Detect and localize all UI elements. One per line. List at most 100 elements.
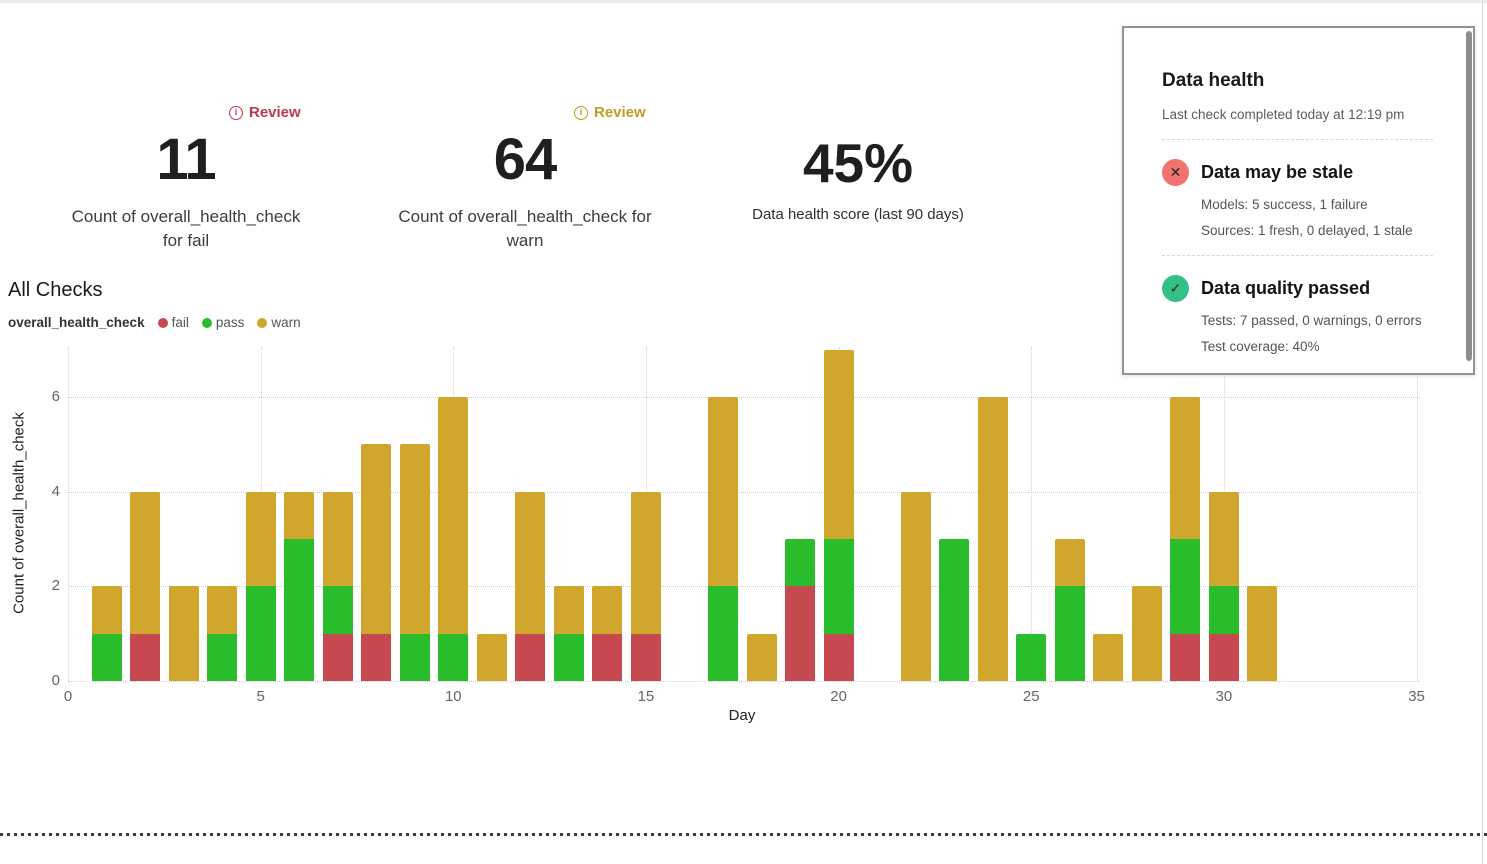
bar-segment-fail	[1170, 633, 1201, 681]
bar-segment-warn	[900, 491, 931, 681]
panel-scrollbar-thumb[interactable]	[1466, 31, 1472, 361]
bar-segment-pass	[1170, 539, 1201, 634]
bar-day-27[interactable]	[1093, 633, 1124, 681]
bar-segment-pass	[284, 539, 315, 681]
bar-day-9[interactable]	[399, 444, 430, 681]
metric-value-health-score: 45%	[802, 132, 914, 194]
bar-day-23[interactable]	[939, 539, 970, 681]
bar-day-14[interactable]	[592, 586, 623, 681]
status-title-quality: Data quality passed	[1201, 278, 1371, 298]
x-tick-label: 35	[1408, 688, 1425, 705]
status-detail-models: Models: 5 success, 1 failure	[1201, 197, 1368, 212]
legend-item-pass-label: pass	[215, 315, 245, 330]
bar-segment-pass	[438, 633, 469, 681]
bar-segment-warn	[361, 444, 392, 634]
bar-segment-pass	[1208, 586, 1239, 634]
pass-dot-icon	[201, 317, 212, 328]
panel-last-check: Last check completed today at 12:19 pm	[1162, 107, 1405, 122]
top-edge-strip	[0, 0, 1487, 3]
bar-day-7[interactable]	[322, 491, 353, 681]
status-row-quality: ✓ Data quality passed	[1162, 275, 1433, 302]
bar-day-13[interactable]	[553, 586, 584, 681]
bar-day-6[interactable]	[284, 491, 315, 681]
bar-day-10[interactable]	[438, 397, 469, 681]
bar-day-3[interactable]	[168, 586, 199, 681]
y-tick-label: 6	[51, 388, 60, 406]
bar-day-22[interactable]	[900, 491, 931, 681]
bar-segment-pass	[322, 586, 353, 634]
bar-day-28[interactable]	[1131, 586, 1162, 681]
x-circle-icon: ✕	[1162, 159, 1189, 186]
x-axis-title: Day	[728, 707, 756, 724]
x-tick-label: 20	[830, 688, 847, 705]
bar-segment-warn	[1247, 586, 1278, 681]
bar-day-1[interactable]	[91, 586, 122, 681]
divider	[1162, 139, 1433, 140]
bar-segment-pass	[708, 586, 738, 681]
bar-day-19[interactable]	[785, 539, 816, 681]
bar-day-15[interactable]	[630, 491, 661, 681]
legend-item-pass[interactable]: pass	[201, 315, 245, 330]
bar-day-20[interactable]	[823, 349, 854, 681]
review-badge-label: Review	[249, 104, 301, 121]
metric-value-fail: 11	[156, 127, 216, 192]
bar-day-8[interactable]	[361, 444, 392, 681]
y-gridline	[68, 681, 1420, 682]
x-tick-label: 0	[63, 688, 73, 705]
bar-day-30[interactable]	[1208, 491, 1239, 681]
legend-item-warn[interactable]: warn	[257, 315, 301, 330]
review-badge-warn[interactable]: i Review	[574, 102, 646, 121]
fail-dot-icon	[157, 317, 168, 328]
bar-day-31[interactable]	[1247, 586, 1278, 681]
bar-segment-pass	[553, 633, 584, 681]
status-detail-tests: Tests: 7 passed, 0 warnings, 0 errors	[1201, 313, 1422, 328]
bar-segment-warn	[592, 586, 623, 634]
bar-day-12[interactable]	[515, 491, 546, 681]
bar-segment-fail	[515, 633, 546, 681]
metric-value-warn: 64	[493, 127, 558, 192]
bar-segment-warn	[91, 586, 122, 634]
bar-segment-warn	[245, 491, 276, 587]
legend-measure-name: overall_health_check	[8, 315, 145, 330]
bar-segment-pass	[785, 539, 816, 587]
legend-item-fail[interactable]: fail	[157, 315, 189, 330]
bar-day-29[interactable]	[1170, 397, 1201, 681]
divider	[1162, 255, 1433, 256]
bar-day-24[interactable]	[977, 397, 1008, 681]
review-badge-fail[interactable]: i Review	[229, 102, 301, 121]
bar-day-5[interactable]	[245, 491, 276, 681]
bar-day-26[interactable]	[1054, 539, 1085, 681]
warn-dot-icon	[257, 317, 268, 328]
bar-day-11[interactable]	[476, 633, 507, 681]
info-icon: i	[229, 105, 243, 120]
bar-segment-warn	[207, 586, 238, 634]
data-health-panel: Data health Last check completed today a…	[1122, 26, 1475, 375]
metric-label-fail: Count of overall_health_check for fail	[36, 205, 336, 253]
status-detail-sources: Sources: 1 fresh, 0 delayed, 1 stale	[1201, 223, 1413, 238]
x-tick-label: 15	[637, 688, 655, 705]
bar-day-18[interactable]	[746, 633, 777, 681]
bar-day-2[interactable]	[130, 491, 161, 681]
bar-segment-warn	[630, 491, 661, 634]
review-badge-label: Review	[594, 104, 646, 121]
bar-segment-warn	[823, 349, 854, 539]
x-tick-label: 10	[444, 688, 462, 705]
y-tick-label: 2	[51, 577, 60, 595]
page-right-edge	[1482, 0, 1483, 864]
bar-segment-warn	[399, 444, 430, 634]
x-gridline	[68, 347, 69, 681]
y-gridline	[68, 491, 1420, 493]
bar-day-4[interactable]	[207, 586, 238, 681]
bar-day-17[interactable]	[708, 397, 738, 681]
bar-segment-warn	[977, 397, 1008, 681]
bar-segment-warn	[1170, 397, 1201, 539]
bar-segment-warn	[1208, 491, 1239, 587]
bar-segment-warn	[130, 491, 161, 634]
bar-day-25[interactable]	[1016, 633, 1047, 681]
bar-segment-pass	[91, 633, 122, 681]
status-title-stale: Data may be stale	[1201, 162, 1354, 182]
bar-segment-fail	[361, 633, 392, 681]
bar-segment-warn	[284, 491, 315, 539]
y-axis-title: Count of overall_health_check	[10, 412, 28, 614]
